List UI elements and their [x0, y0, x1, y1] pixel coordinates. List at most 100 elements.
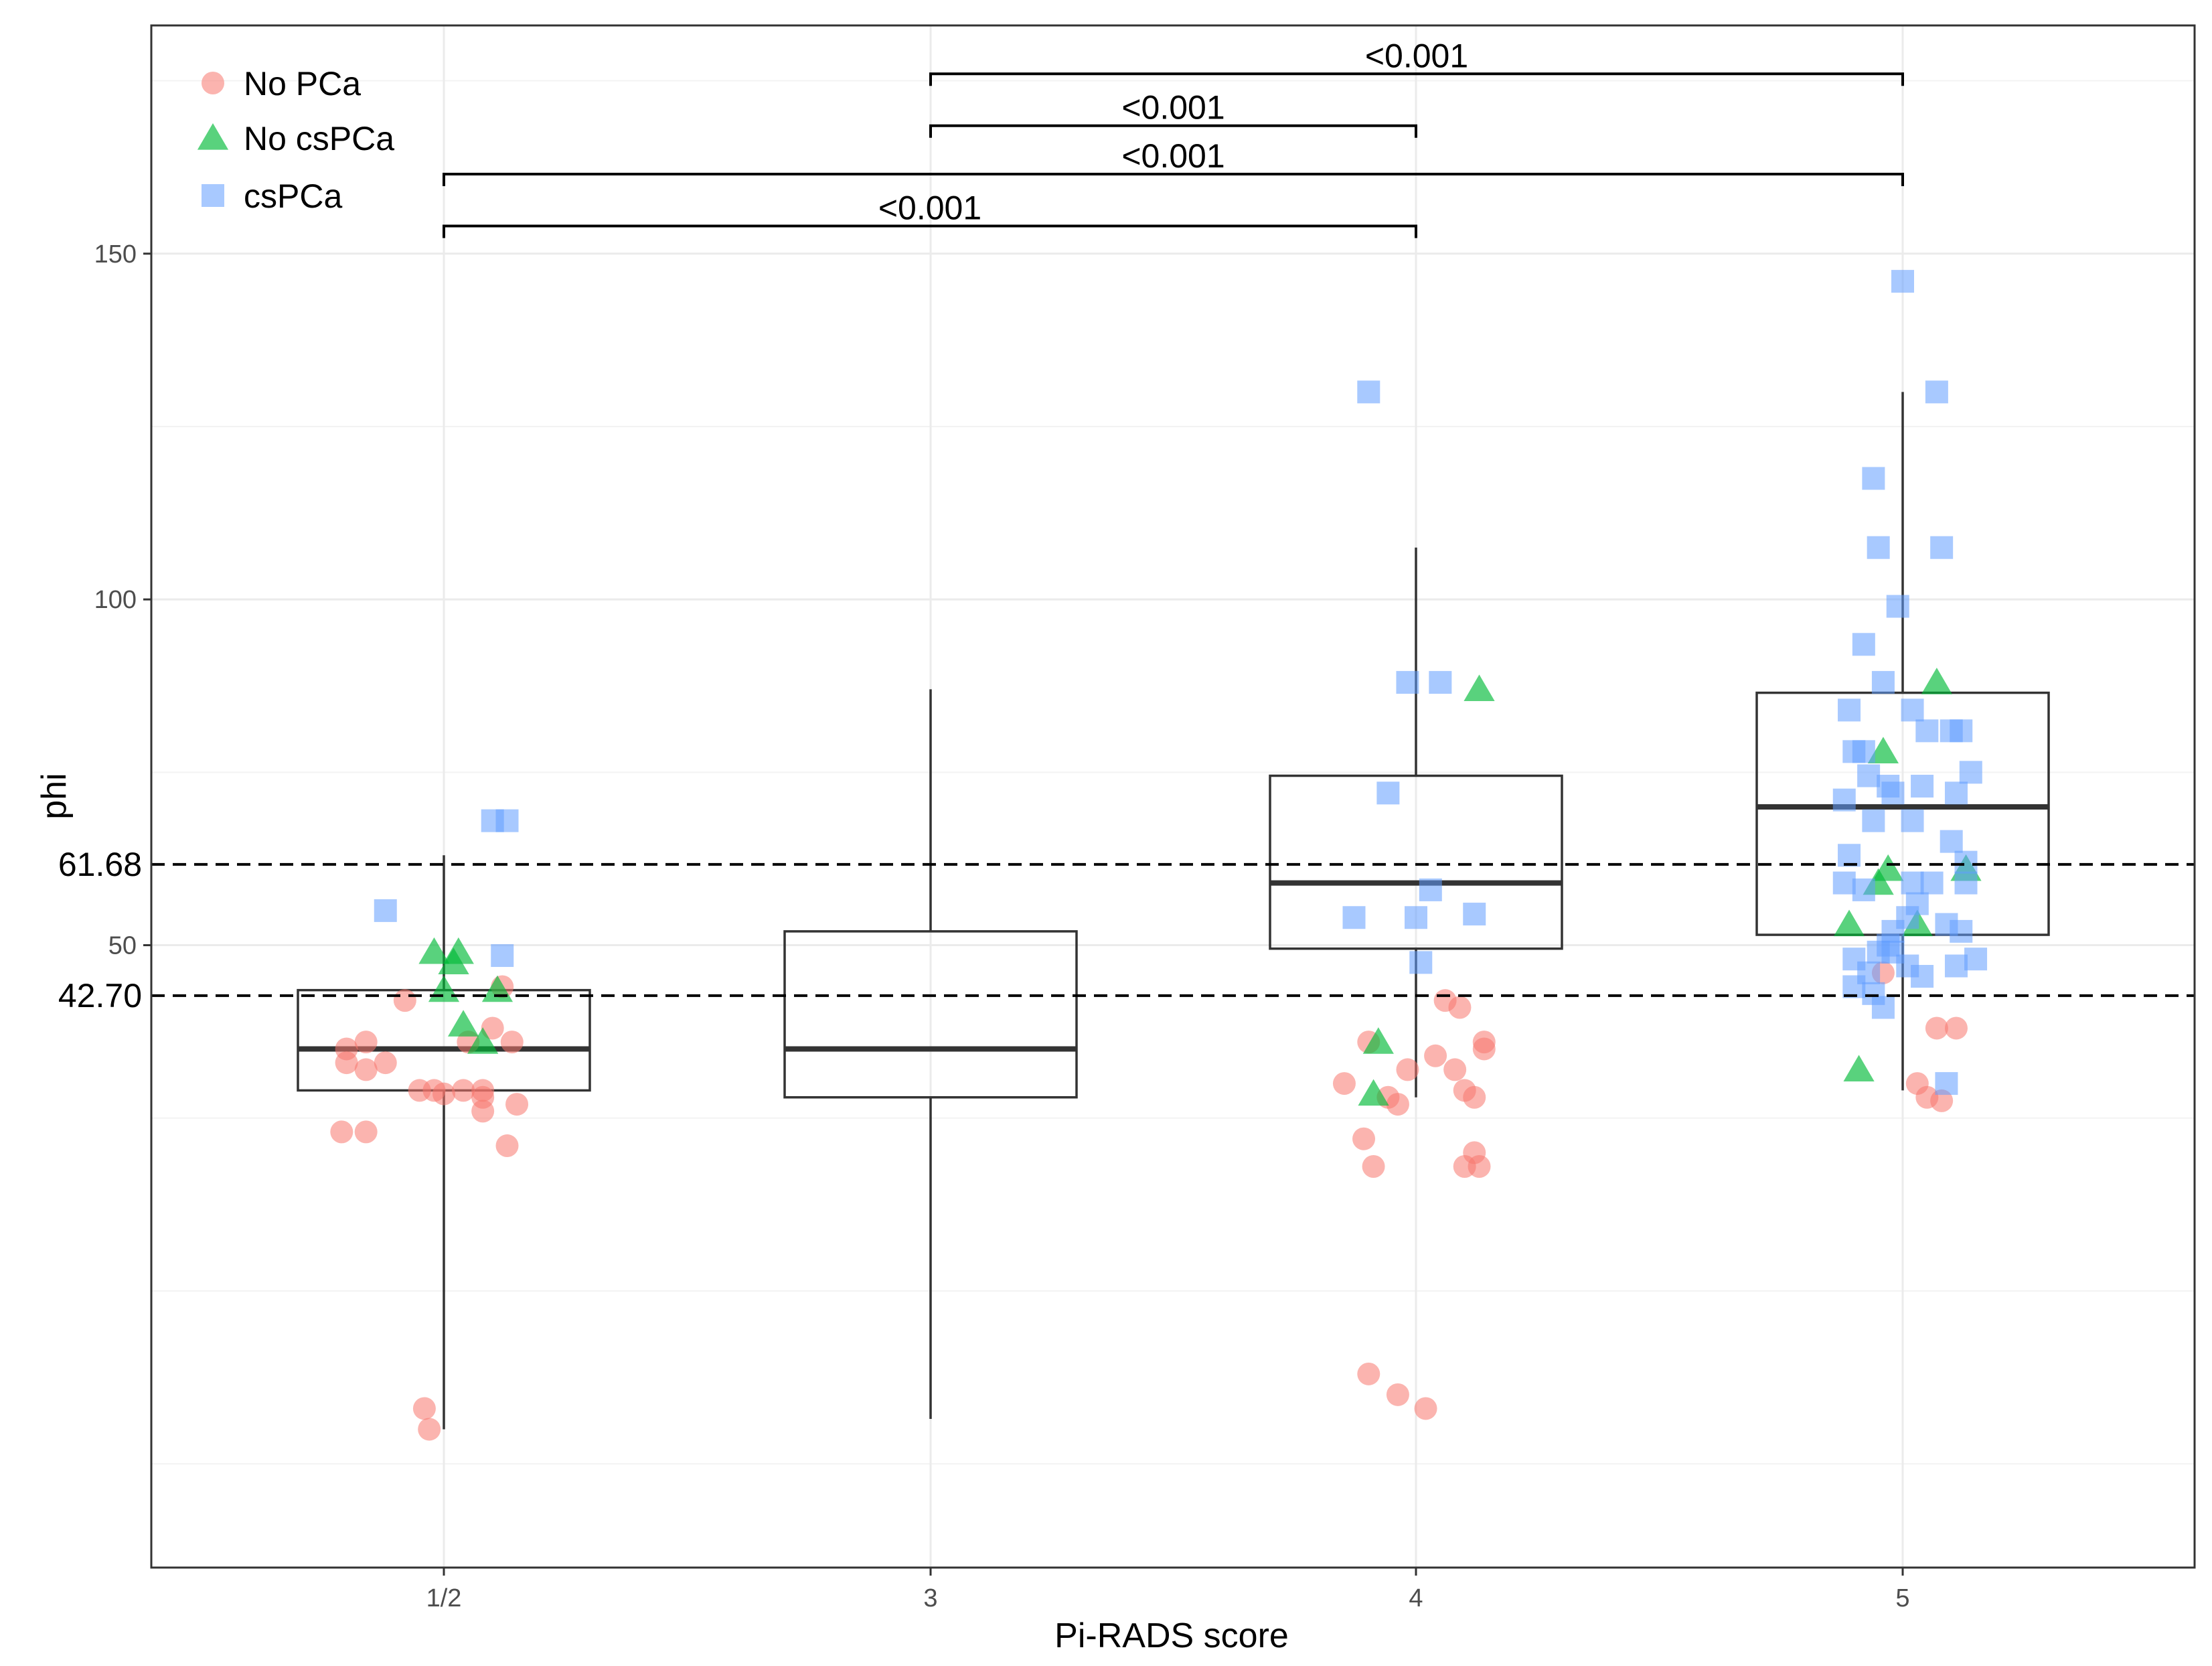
data-point — [1871, 996, 1895, 1019]
data-point — [354, 1120, 378, 1144]
data-point — [1342, 906, 1366, 929]
data-point — [1862, 809, 1885, 832]
box-iqr — [783, 930, 1078, 1099]
data-point — [1881, 781, 1905, 805]
data-point — [1358, 1079, 1389, 1106]
data-point — [1901, 871, 1924, 895]
data-point — [1838, 698, 1861, 722]
data-point — [1871, 671, 1895, 694]
y-tick-label: 50 — [108, 932, 137, 960]
data-point — [1930, 536, 1954, 559]
data-point — [1414, 1397, 1437, 1420]
plot-border — [150, 24, 2196, 1569]
data-point — [1950, 719, 1973, 743]
data-point — [1925, 1016, 1948, 1040]
data-point — [374, 899, 397, 922]
data-point — [505, 1093, 529, 1116]
data-point — [418, 1418, 441, 1441]
point-layer — [330, 270, 1988, 1441]
data-point — [1463, 1085, 1486, 1109]
data-point — [412, 1397, 436, 1420]
data-point — [1857, 764, 1881, 787]
data-point — [1944, 1016, 1968, 1040]
data-point — [1954, 871, 1978, 895]
data-point — [374, 1051, 397, 1075]
box-layer — [297, 392, 2050, 1430]
significance-bracket — [929, 124, 1417, 138]
data-point — [1362, 1027, 1394, 1054]
data-point — [1448, 996, 1472, 1019]
data-point — [1867, 737, 1899, 763]
data-point — [432, 1082, 455, 1106]
data-point — [1891, 270, 1914, 293]
data-point — [1886, 595, 1909, 618]
data-point — [1832, 788, 1856, 812]
legend-label: No PCa — [244, 65, 361, 102]
data-point — [1843, 1055, 1875, 1082]
data-point — [1915, 719, 1939, 743]
data-point — [1852, 740, 1875, 763]
data-point — [1386, 1383, 1409, 1406]
data-point — [1901, 809, 1924, 832]
axis-layer: 50 100 150 1/2 3 4 5 — [94, 240, 1910, 1612]
y-tick-label: 150 — [94, 240, 137, 269]
data-point — [1472, 1037, 1496, 1061]
data-point — [1911, 965, 1934, 988]
data-point — [1463, 903, 1486, 926]
data-point — [1424, 1044, 1447, 1067]
data-point — [1464, 674, 1495, 702]
x-tick-label: 1/2 — [426, 1584, 462, 1612]
data-point — [1920, 871, 1944, 895]
data-point — [471, 1100, 495, 1123]
data-point — [467, 1027, 499, 1054]
data-point — [491, 944, 514, 968]
data-point — [1405, 906, 1427, 929]
significance-label: <0.001 — [1121, 89, 1224, 127]
data-point — [1842, 975, 1866, 998]
data-point — [1396, 1058, 1419, 1081]
data-point — [1419, 878, 1442, 901]
reference-lines: 61.68 42.70 — [58, 846, 2195, 1014]
data-point — [1443, 1058, 1467, 1081]
data-point — [1332, 1072, 1356, 1095]
data-point — [354, 1031, 378, 1054]
data-point — [1357, 1362, 1380, 1385]
data-point — [438, 948, 469, 974]
box-iqr — [1269, 774, 1563, 950]
data-point — [1950, 919, 1973, 943]
data-point — [1357, 380, 1380, 404]
data-point — [1833, 909, 1865, 937]
data-point — [447, 1010, 479, 1037]
data-point — [1867, 536, 1890, 559]
legend-label: No csPCa — [244, 120, 394, 157]
data-point — [1964, 948, 1988, 971]
significance-label: <0.001 — [878, 189, 981, 226]
legend: No PCa No csPCa csPCa — [197, 65, 394, 215]
data-point — [1468, 1155, 1491, 1179]
data-point — [1921, 668, 1952, 694]
data-point — [1930, 1089, 1954, 1112]
data-point — [1409, 951, 1433, 974]
data-point — [335, 1051, 358, 1075]
data-point — [1362, 1155, 1385, 1179]
significance-label: <0.001 — [1365, 37, 1468, 74]
data-point — [1396, 671, 1419, 694]
data-point — [354, 1058, 378, 1081]
data-point — [1959, 761, 1982, 784]
data-point — [1429, 671, 1452, 694]
data-point — [1954, 850, 1978, 874]
data-point — [452, 1079, 475, 1102]
data-point — [330, 1120, 353, 1144]
data-point — [1944, 781, 1968, 805]
reference-line-label: 61.68 — [58, 846, 142, 883]
data-point — [418, 937, 450, 964]
data-point — [1852, 878, 1875, 901]
data-point — [393, 989, 416, 1012]
significance-bracket — [443, 224, 1417, 238]
x-axis-title: Pi-RADS score — [1054, 1616, 1289, 1655]
data-point — [1901, 698, 1924, 722]
y-tick-label: 100 — [94, 586, 137, 614]
data-point — [500, 1031, 524, 1054]
legend-key — [202, 184, 224, 207]
